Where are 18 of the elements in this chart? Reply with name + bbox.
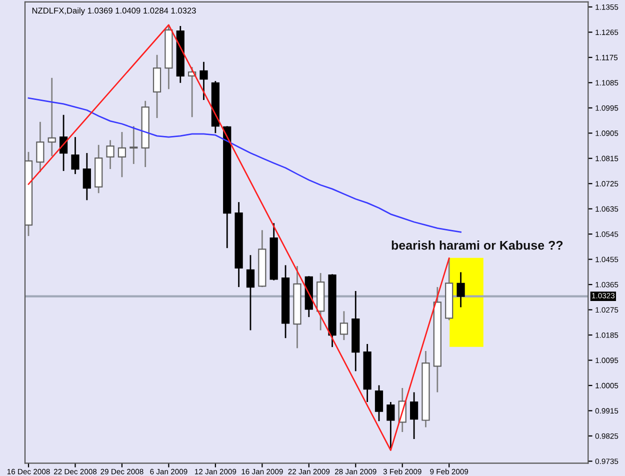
candlestick (152, 54, 162, 119)
candlestick (48, 77, 56, 157)
candlestick (200, 61, 208, 101)
annotation: bearish harami or Kabuse ?? (392, 240, 563, 250)
candlestick (82, 152, 91, 201)
candlestick (36, 121, 44, 173)
candlestick (456, 272, 465, 308)
candlestick (386, 401, 395, 451)
candlestick (410, 392, 418, 440)
candlestick (374, 384, 384, 422)
candlestick (118, 131, 126, 178)
candlestick (340, 310, 348, 341)
candlestick (106, 139, 114, 170)
text: NZDLFX,Daily 1.0369 1.0409 1.0284 1.0323 (32, 7, 196, 16)
candlestick (71, 136, 80, 175)
candlestick (130, 125, 138, 165)
line-series (28, 97, 462, 233)
candlestick (246, 254, 255, 331)
